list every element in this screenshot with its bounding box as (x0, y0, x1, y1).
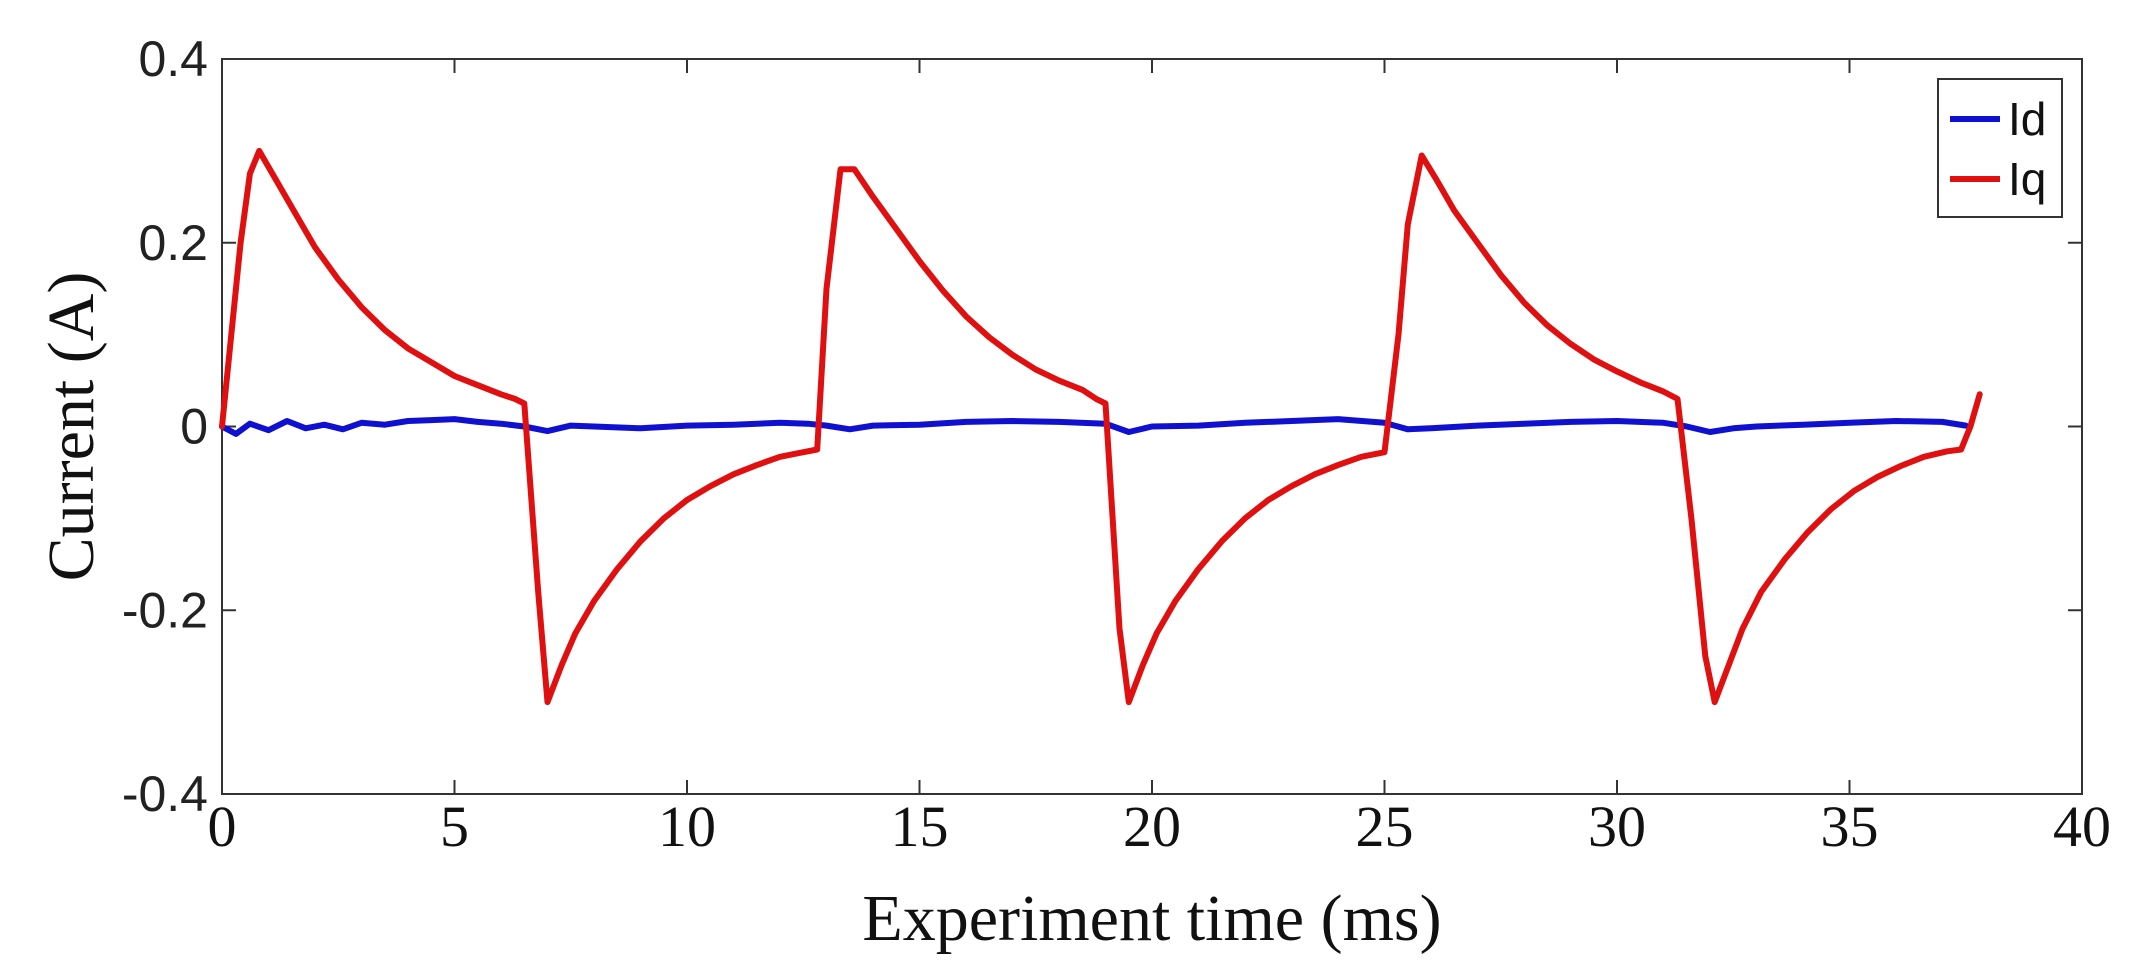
x-tick-label: 30 (1588, 794, 1646, 859)
y-tick-label: 0.2 (138, 215, 208, 271)
y-tick-label: -0.2 (122, 582, 208, 638)
legend-label-iq: Iq (2008, 153, 2046, 205)
series-layer (219, 147, 1983, 706)
legend-label-id: Id (2008, 93, 2046, 145)
x-tick-label: 15 (891, 794, 949, 859)
series-line-id (219, 416, 1969, 437)
x-tick-label: 20 (1123, 794, 1181, 859)
y-tick-label: 0 (180, 399, 208, 455)
x-tick-label: 25 (1356, 794, 1414, 859)
axis-ticks: -0.4 -0.2 0 0.2 0.4 0 5 10 15 20 25 30 35 40 (122, 31, 2111, 859)
x-tick-label: 5 (440, 794, 469, 859)
x-tick-label: 0 (208, 794, 237, 859)
y-axis-label: Current (A) (35, 272, 108, 582)
legend-box (1937, 78, 2063, 218)
x-tick-label: 35 (1821, 794, 1879, 859)
x-axis-label: Experiment time (ms) (862, 882, 1441, 955)
y-tick-label: -0.4 (122, 766, 208, 822)
y-tick-label: 0.4 (138, 31, 208, 87)
x-tick-label: 10 (658, 794, 716, 859)
axis-labels: Experiment time (ms) Current (A) (35, 272, 1441, 955)
series-line-iq (219, 147, 1983, 706)
x-tick-label: 40 (2053, 794, 2111, 859)
legend: Id Iq (1937, 78, 2063, 218)
